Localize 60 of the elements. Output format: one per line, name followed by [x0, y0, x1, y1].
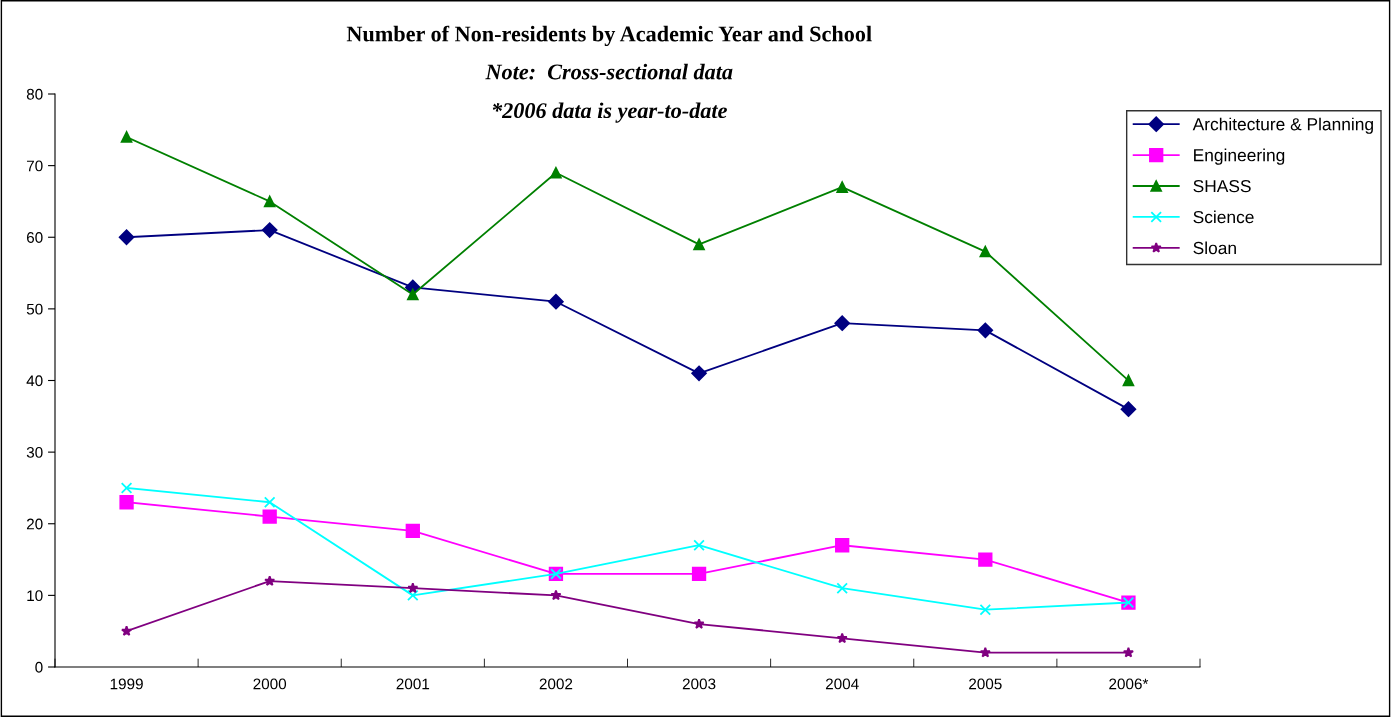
point — [405, 523, 420, 539]
point — [550, 589, 562, 601]
x-tick-label: 2001 — [396, 678, 430, 690]
legend-label: Architecture & Planning — [1192, 117, 1373, 134]
point — [693, 618, 705, 629]
y-tick-label: 30 — [26, 446, 43, 458]
point — [836, 181, 848, 193]
point — [979, 245, 992, 258]
x-tick-label: 2002 — [539, 678, 573, 690]
point — [407, 589, 419, 602]
y-tick-label: 20 — [26, 518, 43, 530]
point — [264, 575, 276, 586]
point — [262, 509, 277, 524]
y-tick-label: 80 — [26, 88, 43, 100]
x-tick-label: 2004 — [825, 678, 859, 690]
point — [836, 632, 848, 644]
legend-label: Engineering — [1194, 148, 1285, 165]
point — [979, 603, 992, 616]
y-tick-label: 60 — [26, 232, 43, 243]
legend-label: Sloan — [1193, 241, 1236, 255]
point — [548, 293, 564, 310]
point — [118, 229, 135, 246]
point — [977, 322, 994, 339]
point — [693, 238, 705, 251]
annotation: *2006 data is year-to-date — [492, 102, 727, 123]
legend-label: SHASS — [1193, 179, 1251, 193]
point — [691, 566, 707, 582]
point — [1120, 401, 1137, 417]
point — [978, 552, 993, 567]
point — [407, 582, 419, 594]
point — [979, 646, 991, 658]
y-tick-label: 40 — [26, 375, 43, 387]
y-tick-label: 0 — [35, 661, 43, 673]
point — [263, 496, 276, 509]
point — [407, 288, 419, 301]
x-tick-label: 2005 — [969, 678, 1002, 690]
point — [550, 167, 562, 179]
point — [834, 315, 850, 331]
legend-label: Science — [1193, 210, 1254, 224]
point — [120, 131, 133, 143]
point — [691, 365, 707, 382]
point — [1122, 646, 1134, 658]
x-tick-label: 2006* — [1109, 678, 1149, 690]
point — [261, 222, 278, 238]
y-tick-label: 10 — [27, 590, 43, 602]
x-tick-label: 2003 — [682, 678, 716, 690]
y-tick-label: 50 — [26, 303, 43, 315]
chart-title: Number of Non-residents by Academic Year and School — [346, 25, 872, 47]
point — [693, 539, 705, 552]
point — [121, 625, 133, 637]
point — [835, 538, 850, 553]
point — [1122, 374, 1135, 387]
point — [836, 582, 848, 594]
x-tick-label: 2000 — [253, 678, 287, 690]
point — [119, 495, 134, 510]
point — [120, 482, 133, 494]
y-tick-label: 70 — [26, 160, 43, 172]
point — [263, 195, 276, 208]
chart-subtitle: Note: Cross-sectional data — [485, 63, 733, 80]
x-tick-label: 1999 — [110, 678, 143, 690]
